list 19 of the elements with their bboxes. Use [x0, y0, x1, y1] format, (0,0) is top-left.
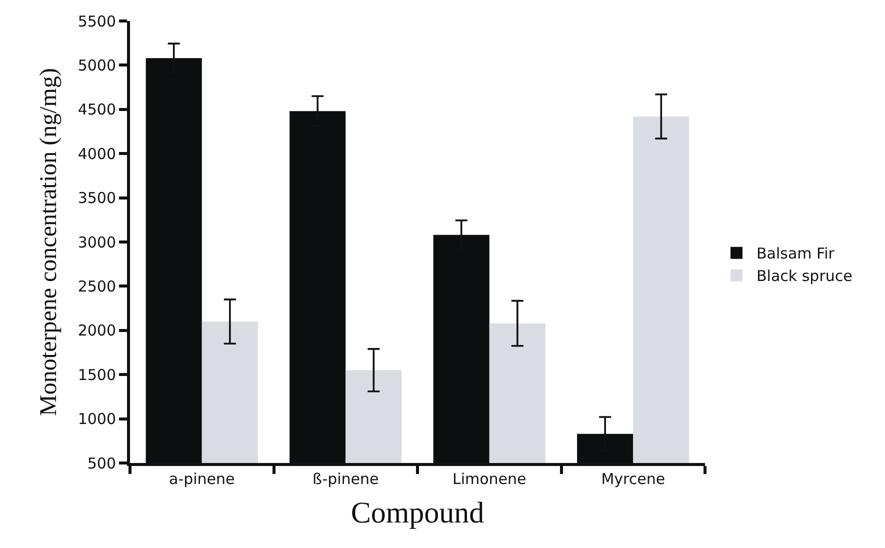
- y-tick-label: 2000: [78, 322, 116, 340]
- y-tick-label: 5000: [78, 56, 116, 74]
- y-tick-label: 4500: [78, 100, 116, 119]
- x-tick-label: Limonene: [452, 470, 526, 488]
- x-axis-title: Compound: [350, 496, 484, 530]
- y-tick-label: 4000: [78, 144, 116, 163]
- x-tick-label: ß-pinene: [312, 470, 379, 488]
- x-tick-label: a-pinene: [168, 470, 235, 488]
- y-tick-label: 1500: [78, 366, 116, 384]
- y-axis-title: Monoterpene concentration (ng/mg): [36, 68, 62, 416]
- y-tick-label: 3500: [78, 189, 116, 208]
- y-tick-label: 1000: [78, 410, 116, 428]
- legend-label: Balsam Fir: [756, 244, 836, 263]
- y-tick-label: 2500: [78, 277, 116, 296]
- y-tick-label: 500: [87, 454, 116, 472]
- y-tick-label: 3000: [78, 233, 116, 252]
- legend-label: Black spruce: [756, 267, 852, 286]
- x-tick-label: Myrcene: [601, 470, 666, 488]
- y-tick-label: 5500: [78, 12, 116, 30]
